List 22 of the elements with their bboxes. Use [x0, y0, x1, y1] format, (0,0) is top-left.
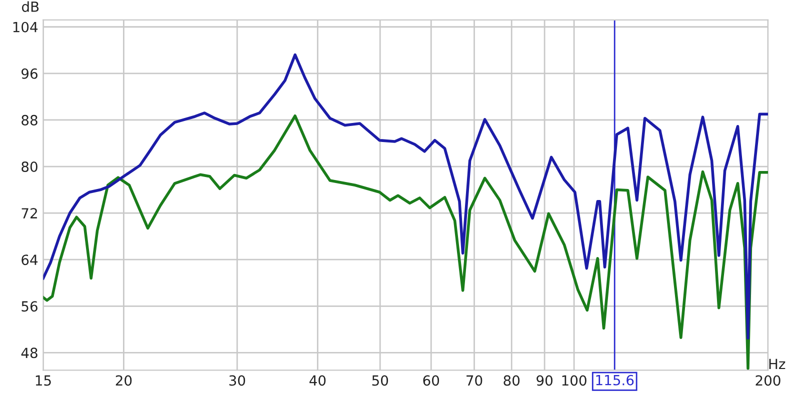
y-tick-label: 104 — [13, 22, 38, 32]
x-tick-label: 30 — [229, 375, 246, 386]
x-tick-label: 20 — [116, 375, 132, 386]
x-tick-label: 100 — [562, 375, 586, 386]
x-tick-label: 15 — [36, 375, 51, 386]
y-tick-label: 96 — [22, 68, 38, 79]
x-tick-label: 80 — [504, 375, 520, 386]
x-axis-title: Hz — [769, 358, 786, 370]
ref-line-label: 115.6 — [596, 374, 634, 386]
x-tick-label: 60 — [423, 375, 440, 386]
x-tick-label: 40 — [309, 375, 326, 386]
y-axis-title: dB — [22, 1, 39, 12]
y-tick-label: 64 — [22, 254, 38, 266]
x-tick-label: 200 — [756, 375, 780, 386]
y-tick-label: 80 — [22, 161, 38, 172]
y-tick-label: 72 — [22, 208, 37, 218]
y-tick-label: 88 — [22, 114, 38, 126]
y-tick-label: 56 — [22, 301, 38, 312]
x-tick-label: 70 — [466, 375, 482, 386]
y-tick-label: 48 — [21, 348, 38, 358]
x-tick-label: 50 — [372, 375, 388, 386]
x-tick-label: 90 — [536, 375, 552, 386]
